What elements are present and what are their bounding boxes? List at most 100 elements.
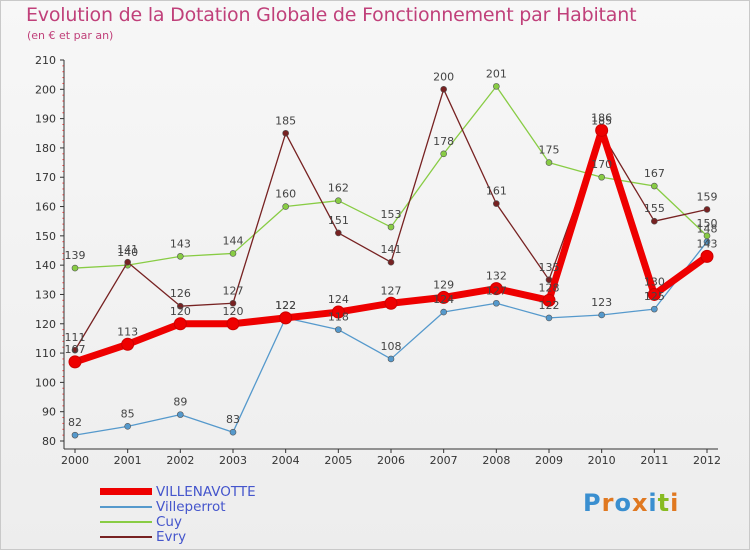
- y-minor-tick: [62, 311, 64, 313]
- data-point: [331, 305, 345, 319]
- data-label: 175: [539, 144, 560, 157]
- data-point: [489, 282, 503, 296]
- y-minor-tick: [62, 405, 64, 407]
- data-label: 127: [381, 284, 402, 297]
- data-point: [647, 287, 661, 301]
- y-minor-tick: [62, 387, 64, 389]
- y-minor-tick: [62, 329, 64, 331]
- data-label: 167: [644, 167, 665, 180]
- y-minor-tick: [62, 182, 64, 184]
- y-minor-tick: [62, 334, 64, 336]
- x-tick-label: 2000: [61, 454, 89, 467]
- y-minor-tick: [62, 258, 64, 260]
- data-point: [229, 299, 237, 307]
- y-minor-tick: [62, 82, 64, 84]
- y-tick-label: 190: [35, 113, 56, 126]
- y-minor-tick: [62, 317, 64, 319]
- data-point: [700, 249, 714, 263]
- data-point: [71, 431, 79, 439]
- logo-letter: x: [631, 489, 649, 517]
- data-label: 127: [223, 284, 244, 297]
- data-label: 111: [65, 331, 86, 344]
- y-minor-tick: [62, 434, 64, 436]
- x-tick-label: 2010: [588, 454, 616, 467]
- x-tick-label: 2001: [114, 454, 142, 467]
- data-label: 153: [381, 208, 402, 221]
- legend-label: Villeperrot: [156, 498, 226, 515]
- y-minor-tick: [62, 65, 64, 67]
- y-tick-label: 140: [35, 259, 56, 272]
- data-point: [387, 355, 395, 363]
- legend-item-villeperrot: Villeperrot: [100, 498, 256, 515]
- data-label: 186: [591, 111, 612, 124]
- data-label: 124: [328, 293, 349, 306]
- data-point: [440, 308, 447, 316]
- data-point: [493, 299, 500, 307]
- data-point: [71, 346, 79, 354]
- data-point: [542, 293, 556, 307]
- y-minor-tick: [62, 370, 64, 372]
- data-point: [545, 159, 553, 166]
- data-point: [173, 317, 187, 331]
- data-point: [177, 302, 184, 310]
- legend-swatch-evry: [100, 535, 152, 538]
- data-point: [177, 411, 184, 418]
- data-point: [124, 423, 131, 430]
- data-label: 118: [328, 311, 349, 324]
- data-point: [545, 314, 553, 322]
- data-point: [437, 290, 451, 304]
- y-minor-tick: [62, 422, 64, 424]
- data-point: [226, 317, 240, 331]
- x-tick-label: 2006: [377, 454, 405, 467]
- data-label: 122: [275, 299, 296, 312]
- legend-item-cuy: Cuy: [100, 514, 256, 530]
- data-label: 82: [68, 416, 82, 429]
- y-tick-label: 90: [42, 406, 56, 419]
- data-point: [229, 428, 237, 436]
- data-label: 127: [486, 284, 507, 297]
- proxiti-logo: Proxiti: [583, 489, 679, 517]
- legend-item-evry: Evry: [100, 529, 256, 545]
- legend-item-villenavotte: VILLENAVOTTE: [100, 484, 256, 500]
- data-point: [651, 217, 658, 225]
- legend: VILLENAVOTTE Villeperrot Cuy Evry: [100, 484, 256, 545]
- data-point: [121, 337, 135, 351]
- y-minor-tick: [62, 358, 64, 360]
- data-label: 120: [223, 305, 244, 318]
- y-tick-label: 110: [35, 347, 56, 360]
- y-minor-tick: [62, 299, 64, 301]
- y-tick-label: 130: [35, 288, 56, 301]
- data-point: [282, 129, 289, 137]
- data-label: 108: [381, 340, 402, 353]
- x-tick-label: 2008: [482, 454, 510, 467]
- data-label: 148: [697, 223, 718, 236]
- data-label: 129: [433, 278, 454, 291]
- y-minor-tick: [62, 217, 64, 219]
- x-tick-label: 2005: [324, 454, 352, 467]
- y-minor-tick: [62, 135, 64, 137]
- series-line-villeperrot: [74, 241, 708, 436]
- data-label: 143: [170, 237, 191, 250]
- y-tick-label: 180: [35, 142, 56, 155]
- y-minor-tick: [62, 141, 64, 143]
- data-label: 89: [173, 396, 187, 409]
- y-tick-label: 160: [35, 201, 56, 214]
- data-label: 160: [275, 188, 296, 201]
- data-point: [493, 83, 500, 90]
- data-label: 141: [117, 243, 138, 256]
- data-label: 132: [486, 270, 507, 283]
- y-minor-tick: [62, 112, 64, 114]
- data-point: [335, 326, 342, 333]
- data-label: 151: [328, 214, 349, 227]
- data-point: [598, 173, 605, 181]
- data-label: 178: [433, 135, 454, 148]
- data-point: [279, 311, 293, 325]
- y-minor-tick: [62, 252, 64, 254]
- y-minor-tick: [62, 282, 64, 284]
- data-label: 200: [433, 70, 454, 83]
- y-tick-label: 80: [42, 435, 56, 448]
- data-label: 141: [381, 243, 402, 256]
- data-point: [651, 305, 658, 313]
- y-minor-tick: [62, 100, 64, 102]
